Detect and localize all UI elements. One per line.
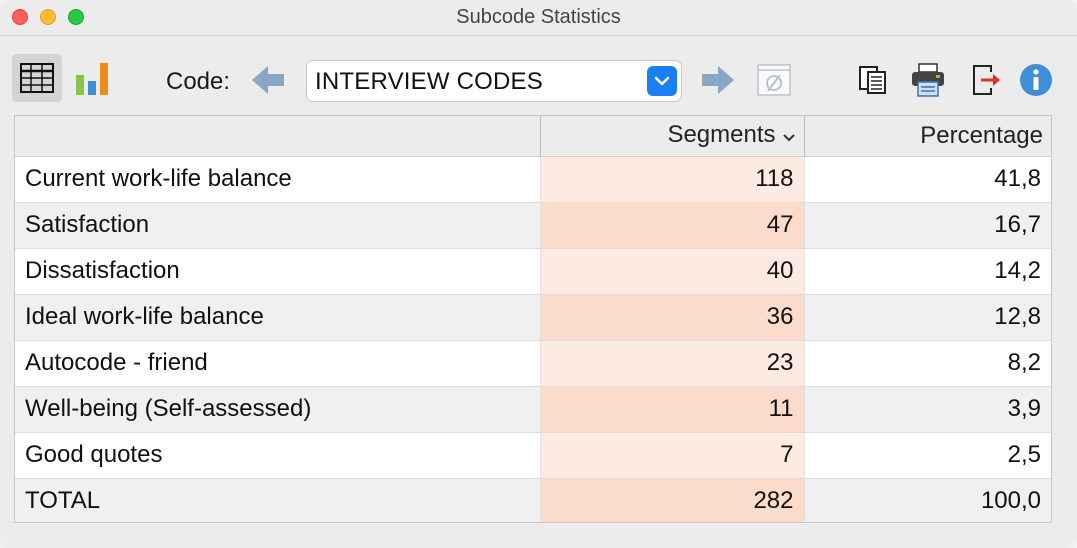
- statistics-table: Segments Percentage Current work-life ba…: [14, 115, 1052, 523]
- sort-descending-icon: [782, 122, 796, 150]
- row-percentage: 12,8: [803, 294, 1051, 341]
- row-segments: 11: [539, 386, 804, 433]
- export-button[interactable]: [968, 62, 1004, 98]
- code-label: Code:: [166, 68, 231, 95]
- arrow-left-icon: [252, 66, 284, 94]
- null-set-icon: [757, 64, 791, 96]
- previous-code-button[interactable]: [248, 62, 288, 98]
- copy-button[interactable]: [856, 62, 890, 98]
- info-icon: [1020, 64, 1052, 96]
- minimize-window-button[interactable]: [40, 9, 56, 25]
- toolbar: Code: INTERVIEW CODES: [8, 48, 1069, 112]
- row-code-name: Good quotes: [15, 432, 540, 479]
- row-code-name: Ideal work-life balance: [15, 294, 540, 341]
- row-percentage: 8,2: [803, 340, 1051, 387]
- code-select[interactable]: INTERVIEW CODES: [306, 60, 682, 102]
- row-segments: 36: [539, 294, 804, 341]
- next-code-button[interactable]: [698, 62, 738, 98]
- row-percentage: 41,8: [803, 156, 1051, 203]
- table-row[interactable]: Dissatisfaction 40 14,2: [15, 248, 1051, 295]
- column-header-segments-label: Segments: [667, 121, 776, 149]
- code-select-toggle[interactable]: [647, 66, 677, 96]
- row-code-name: Autocode - friend: [15, 340, 540, 387]
- row-segments: 47: [539, 202, 804, 249]
- total-label: TOTAL: [15, 478, 540, 522]
- table-row[interactable]: Autocode - friend 23 8,2: [15, 340, 1051, 387]
- row-percentage: 2,5: [803, 432, 1051, 479]
- window-title: Subcode Statistics: [456, 6, 621, 28]
- row-percentage: 14,2: [803, 248, 1051, 295]
- reset-button[interactable]: [754, 62, 794, 98]
- zoom-window-button[interactable]: [68, 9, 84, 25]
- arrow-right-icon: [702, 66, 734, 94]
- table-row[interactable]: Good quotes 7 2,5: [15, 432, 1051, 479]
- row-segments: 40: [539, 248, 804, 295]
- total-segments: 282: [539, 478, 804, 522]
- row-segments: 118: [539, 156, 804, 203]
- column-header-percentage[interactable]: Percentage: [804, 116, 1051, 157]
- column-header-code[interactable]: [15, 116, 541, 157]
- table-total-row[interactable]: TOTAL 282 100,0: [15, 478, 1051, 522]
- row-code-name: Well-being (Self-assessed): [15, 386, 540, 433]
- title-bar: Subcode Statistics: [0, 0, 1077, 36]
- row-percentage: 3,9: [803, 386, 1051, 433]
- info-button[interactable]: [1018, 62, 1054, 98]
- table-header-row: Segments Percentage: [15, 116, 1051, 157]
- code-select-value: INTERVIEW CODES: [315, 68, 543, 95]
- row-code-name: Satisfaction: [15, 202, 540, 249]
- row-percentage: 16,7: [803, 202, 1051, 249]
- row-code-name: Current work-life balance: [15, 156, 540, 203]
- column-header-segments[interactable]: Segments: [540, 116, 805, 157]
- copy-icon: [859, 66, 886, 94]
- table-view-button[interactable]: [12, 54, 62, 102]
- table-row[interactable]: Ideal work-life balance 36 12,8: [15, 294, 1051, 341]
- export-icon: [973, 65, 1000, 95]
- table-row[interactable]: Satisfaction 47 16,7: [15, 202, 1051, 249]
- grid-icon: [20, 63, 54, 93]
- print-button[interactable]: [908, 60, 948, 100]
- table-row[interactable]: Well-being (Self-assessed) 11 3,9: [15, 386, 1051, 433]
- row-segments: 23: [539, 340, 804, 387]
- table-row[interactable]: Current work-life balance 118 41,8: [15, 156, 1051, 203]
- total-percentage: 100,0: [803, 478, 1051, 522]
- chevron-down-icon: [654, 76, 670, 86]
- close-window-button[interactable]: [12, 9, 28, 25]
- row-code-name: Dissatisfaction: [15, 248, 540, 295]
- printer-icon: [912, 63, 944, 97]
- chart-view-button[interactable]: [70, 54, 114, 102]
- row-segments: 7: [539, 432, 804, 479]
- bar-chart-icon: [76, 63, 108, 95]
